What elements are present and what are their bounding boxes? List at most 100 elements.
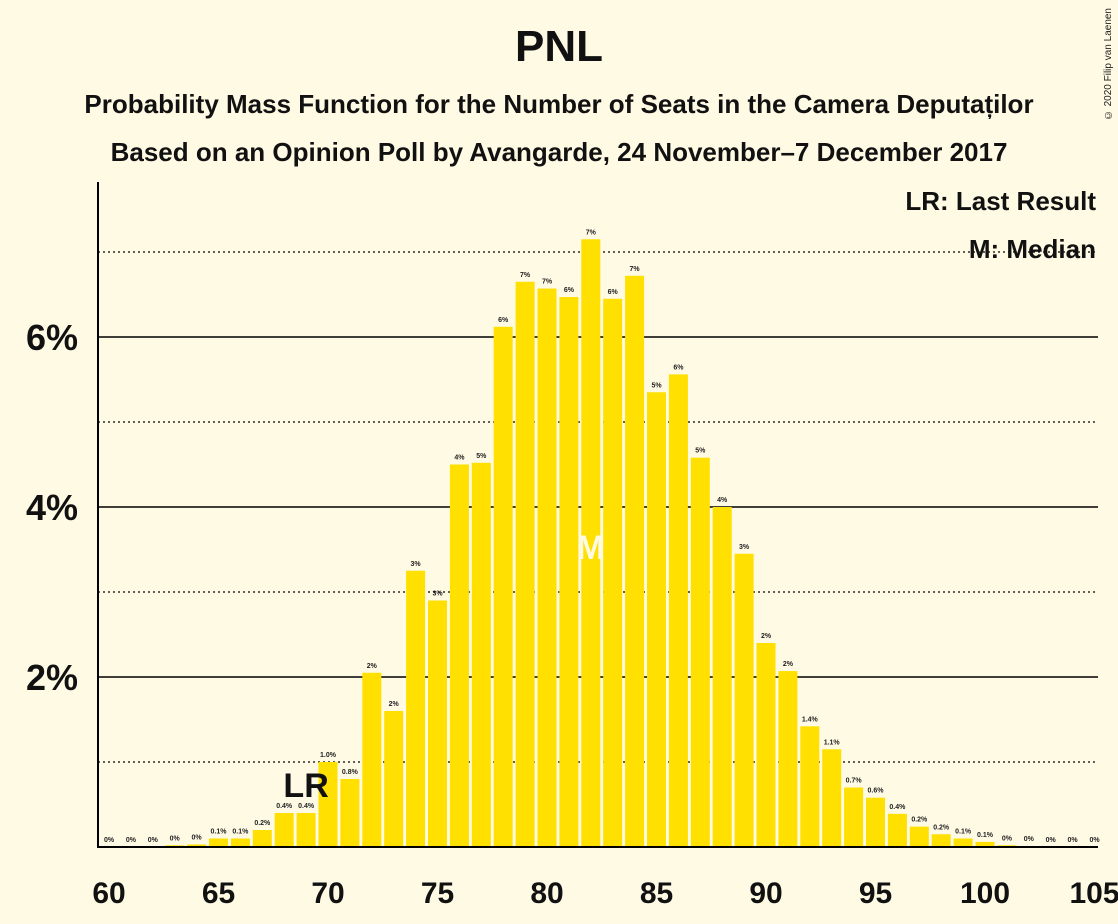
last-result-marker: LR (283, 767, 328, 805)
bar-label-seat-85: 5% (651, 382, 662, 389)
x-tick-label: 85 (640, 877, 673, 910)
bar-seat-76 (449, 464, 469, 847)
x-tick-label: 70 (311, 877, 344, 910)
y-tick-label: 4% (26, 487, 78, 528)
bar-seat-72 (362, 672, 382, 847)
bar-label-seat-78: 6% (498, 317, 509, 324)
bar-seat-100 (975, 841, 995, 847)
bar-seat-98 (931, 834, 951, 847)
bar-seat-93 (822, 749, 842, 847)
bar-label-seat-96: 0.4% (889, 804, 906, 811)
bar-label-seat-99: 0.1% (955, 829, 972, 836)
bar-label-seat-103: 0% (1046, 837, 1057, 844)
bar-seat-66 (230, 838, 250, 847)
bar-label-seat-98: 0.2% (933, 824, 950, 831)
bar-seat-80 (537, 288, 557, 847)
bar-seat-65 (209, 838, 228, 847)
chart-subtitle-source: Based on an Opinion Poll by Avangarde, 2… (110, 137, 1008, 167)
bar-label-seat-89: 3% (739, 544, 750, 551)
y-tick-label: 6% (26, 317, 78, 358)
bar-seat-68 (274, 813, 294, 847)
bar-seat-92 (800, 726, 820, 847)
bar-label-seat-87: 5% (695, 448, 706, 455)
bar-seat-89 (734, 553, 754, 847)
bar-label-seat-100: 0.1% (977, 832, 994, 839)
bar-label-seat-65: 0.1% (211, 829, 228, 836)
bar-seat-91 (778, 671, 798, 847)
x-tick-label: 90 (749, 877, 782, 910)
bar-seat-94 (844, 787, 864, 847)
bar-label-seat-60: 0% (104, 837, 115, 844)
bar-seat-82 (581, 239, 601, 847)
bar-seat-67 (252, 830, 272, 847)
bar-seat-78 (493, 326, 513, 847)
bar-seat-87 (690, 457, 710, 847)
bar-label-seat-67: 0.2% (254, 820, 271, 827)
bar-label-seat-66: 0.1% (232, 829, 249, 836)
bar-seat-97 (909, 826, 929, 847)
bar-seat-86 (668, 374, 688, 847)
bar-label-seat-77: 5% (476, 453, 487, 460)
bar-label-seat-64: 0% (192, 834, 203, 841)
bar-label-seat-102: 0% (1024, 836, 1035, 843)
bar-seat-81 (559, 297, 579, 847)
bar-label-seat-92: 1.4% (802, 716, 819, 723)
bar-seat-79 (515, 281, 535, 847)
x-tick-label: 100 (960, 877, 1010, 910)
bar-label-seat-73: 2% (389, 701, 400, 708)
bar-seat-75 (428, 600, 447, 847)
bar-seat-70 (318, 762, 338, 847)
x-tick-label: 65 (202, 877, 235, 910)
x-tick-label: 60 (92, 877, 125, 910)
bar-label-seat-72: 2% (367, 663, 378, 670)
bar-seat-99 (953, 838, 973, 847)
bar-label-seat-88: 4% (717, 497, 728, 504)
bar-seat-64 (187, 844, 207, 847)
bar-label-seat-81: 6% (564, 287, 575, 294)
bar-label-seat-70: 1.0% (320, 752, 337, 759)
bar-seat-74 (406, 570, 426, 847)
bar-seat-85 (647, 392, 666, 847)
bar-label-seat-80: 7% (542, 279, 553, 286)
bar-label-seat-61: 0% (126, 837, 137, 844)
bar-label-seat-76: 4% (454, 455, 465, 462)
bar-seat-77 (471, 462, 491, 847)
bar-label-seat-71: 0.8% (342, 769, 359, 776)
bar-label-seat-82: 7% (586, 229, 597, 236)
bar-label-seat-74: 3% (411, 561, 422, 568)
bar-label-seat-95: 0.6% (868, 788, 885, 795)
bar-label-seat-105: 0% (1089, 837, 1100, 844)
bar-seat-84 (625, 275, 645, 847)
bar-label-seat-79: 7% (520, 272, 531, 279)
bar-seat-71 (340, 779, 360, 847)
legend-median: M: Median (969, 234, 1096, 264)
bar-label-seat-84: 7% (630, 266, 641, 273)
bar-label-seat-104: 0% (1068, 837, 1079, 844)
bar-label-seat-68: 0.4% (276, 803, 293, 810)
bar-label-seat-63: 0% (170, 835, 181, 842)
bar-label-seat-101: 0% (1002, 835, 1013, 842)
bar-label-seat-69: 0.4% (298, 803, 315, 810)
x-tick-label: 75 (421, 877, 454, 910)
bar-label-seat-62: 0% (148, 837, 159, 844)
bar-seat-88 (712, 507, 732, 847)
legend-last-result: LR: Last Result (905, 186, 1096, 216)
x-tick-label: 95 (859, 877, 892, 910)
median-marker: M (577, 529, 605, 567)
bar-label-seat-91: 2% (783, 661, 794, 668)
bar-label-seat-83: 6% (608, 289, 619, 296)
bar-label-seat-94: 0.7% (846, 778, 863, 785)
x-tick-label: 105 (1069, 877, 1118, 910)
bar-label-seat-75: 3% (432, 591, 443, 598)
bar-label-seat-90: 2% (761, 633, 772, 640)
bar-seat-95 (866, 797, 885, 847)
chart-title: PNL (515, 22, 603, 71)
bar-label-seat-86: 6% (673, 364, 684, 371)
x-tick-label: 80 (530, 877, 563, 910)
bar-seat-69 (296, 813, 316, 847)
bar-seat-73 (384, 711, 404, 847)
bar-seat-83 (603, 298, 623, 847)
bar-seat-90 (756, 643, 776, 847)
y-tick-label: 2% (26, 657, 78, 698)
